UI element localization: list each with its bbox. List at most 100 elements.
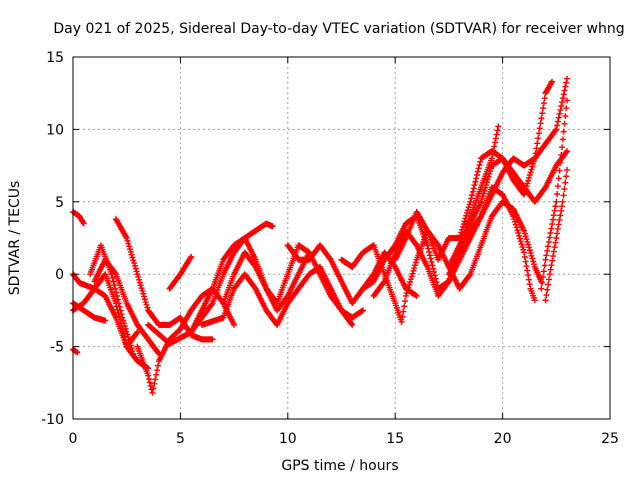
- data-point: [533, 145, 540, 152]
- data-point: [125, 334, 132, 341]
- data-point: [535, 130, 542, 137]
- data-point: [545, 238, 552, 245]
- data-point: [478, 198, 485, 205]
- data-point: [492, 135, 499, 142]
- series-track-21: [445, 78, 556, 270]
- data-point: [563, 79, 570, 86]
- data-point: [128, 345, 135, 352]
- data-point: [563, 149, 570, 156]
- data-point: [231, 321, 238, 328]
- data-point: [459, 223, 466, 230]
- x-tick-label: 10: [279, 431, 297, 447]
- data-point: [523, 263, 530, 270]
- data-point: [380, 279, 387, 286]
- data-point: [488, 155, 495, 162]
- data-point: [405, 284, 412, 291]
- data-point: [511, 218, 518, 225]
- series-track-4: [70, 300, 109, 324]
- data-point: [521, 227, 528, 234]
- grid-lines: [73, 57, 610, 419]
- data-point: [116, 303, 123, 310]
- data-point: [540, 105, 547, 112]
- data-point: [146, 379, 153, 386]
- data-point: [556, 167, 563, 174]
- data-point: [404, 287, 411, 294]
- data-point: [549, 216, 556, 223]
- data-point: [479, 193, 486, 200]
- data-point: [146, 376, 153, 383]
- data-point: [127, 246, 134, 253]
- data-point: [544, 247, 551, 254]
- data-point: [491, 143, 498, 150]
- data-point: [522, 258, 529, 265]
- series-track-14: [220, 242, 366, 321]
- data-point: [121, 322, 128, 329]
- data-point: [525, 276, 532, 283]
- data-point: [549, 257, 556, 264]
- data-point: [546, 271, 553, 278]
- data-point: [464, 207, 471, 214]
- data-point: [510, 213, 517, 220]
- data-point: [522, 185, 529, 192]
- data-point: [445, 279, 452, 286]
- data-point: [464, 209, 471, 216]
- data-point: [119, 314, 126, 321]
- data-point: [445, 278, 452, 285]
- x-tick-label: 5: [176, 431, 185, 447]
- data-point: [511, 216, 518, 223]
- data-point: [555, 221, 562, 228]
- data-point: [564, 97, 571, 104]
- data-point: [557, 212, 564, 219]
- data-point: [133, 268, 140, 275]
- data-point: [154, 362, 161, 369]
- x-axis-label: GPS time / hours: [281, 458, 398, 474]
- data-point: [135, 273, 142, 280]
- data-point: [470, 185, 477, 192]
- data-point: [528, 166, 535, 173]
- data-point: [543, 252, 550, 259]
- data-point: [521, 191, 528, 198]
- data-point: [114, 292, 121, 299]
- data-point: [526, 244, 533, 251]
- y-tick-label: 5: [55, 195, 64, 211]
- data-point: [527, 250, 534, 257]
- data-point: [468, 195, 475, 202]
- data-point: [113, 289, 120, 296]
- data-point: [407, 278, 414, 285]
- data-point: [208, 301, 215, 308]
- data-point: [539, 279, 546, 286]
- plot-frame: [72, 56, 611, 420]
- data-point: [530, 258, 537, 265]
- series-track-12: [188, 220, 276, 336]
- data-point: [143, 301, 150, 308]
- data-point: [130, 257, 137, 264]
- series-track-23: [538, 97, 571, 292]
- data-point: [562, 83, 569, 90]
- data-point: [525, 241, 532, 248]
- series-track-13: [198, 263, 356, 328]
- data-point: [559, 136, 566, 143]
- data-point: [121, 320, 128, 327]
- data-point: [410, 267, 417, 274]
- data-point: [409, 270, 416, 277]
- data-point: [413, 292, 420, 299]
- data-point: [548, 262, 555, 269]
- data-point: [126, 339, 133, 346]
- data-point: [131, 262, 138, 269]
- data-point: [562, 179, 569, 186]
- data-point: [547, 229, 554, 236]
- data-point: [136, 276, 143, 283]
- data-point: [485, 173, 492, 180]
- data-point: [483, 182, 490, 189]
- data-point: [550, 248, 557, 255]
- data-point: [463, 212, 470, 219]
- data-point: [553, 198, 560, 205]
- data-point: [558, 207, 565, 214]
- data-point: [558, 103, 565, 110]
- data-point: [553, 235, 560, 241]
- data-point: [564, 148, 571, 155]
- data-point: [348, 320, 355, 327]
- data-point: [550, 253, 557, 260]
- data-point: [359, 307, 366, 314]
- data-point: [530, 261, 537, 268]
